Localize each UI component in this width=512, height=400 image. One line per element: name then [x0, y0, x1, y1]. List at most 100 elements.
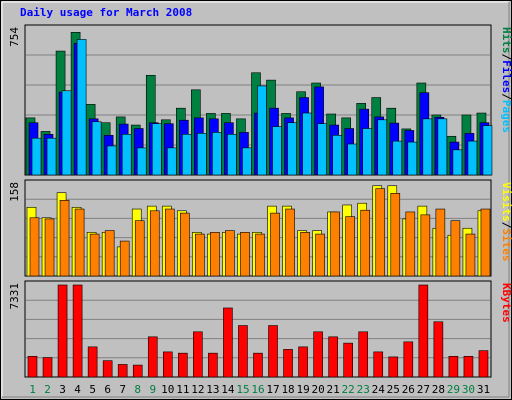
bar-pages-day-4	[76, 39, 87, 176]
bar-sites-day-6	[104, 230, 115, 277]
bar-pages-day-1	[31, 137, 42, 176]
x-tick-label-5: 5	[89, 383, 96, 396]
bar-pages-day-29	[452, 149, 463, 176]
x-tick-label-29: 29	[447, 383, 460, 396]
bar-kbytes-day-31	[478, 350, 489, 378]
bar-kbytes-day-3	[57, 284, 68, 378]
bar-kbytes-day-5	[87, 346, 98, 378]
bar-sites-day-10	[164, 208, 175, 277]
bar-kbytes-day-17	[268, 325, 278, 378]
x-tick-label-15: 15	[236, 383, 249, 396]
bar-pages-day-24	[377, 119, 388, 176]
x-tick-label-16: 16	[251, 383, 264, 396]
x-tick-label-17: 17	[266, 383, 279, 396]
x-tick-label-7: 7	[119, 383, 126, 396]
bar-sites-day-31	[480, 208, 491, 277]
x-tick-label-20: 20	[312, 383, 325, 396]
legend-hits: Hits	[500, 27, 512, 54]
panel-visits-max-label: 158	[8, 182, 21, 202]
panel-hits-max-label: 754	[8, 27, 21, 47]
bar-pages-day-26	[407, 141, 418, 176]
bar-sites-day-30	[465, 233, 476, 277]
bar-pages-day-9	[151, 123, 162, 176]
bar-sites-day-28	[435, 208, 446, 277]
bar-kbytes-day-12	[193, 331, 203, 378]
bar-pages-day-31	[482, 125, 493, 176]
x-tick-label-14: 14	[221, 383, 235, 396]
bar-kbytes-day-9	[147, 336, 158, 378]
bar-sites-day-25	[390, 193, 401, 277]
bar-sites-day-18	[285, 208, 295, 277]
bar-sites-day-12	[195, 233, 205, 277]
x-tick-label-26: 26	[402, 383, 415, 396]
bar-pages-day-20	[317, 123, 327, 176]
panel-kbytes: 7331 KBytes	[8, 280, 512, 378]
x-tick-label-31: 31	[477, 383, 490, 396]
bar-kbytes-day-6	[102, 360, 113, 378]
bar-kbytes-day-10	[162, 351, 173, 378]
legend-pages: Pages	[500, 100, 512, 133]
legend-kbytes: KBytes	[500, 283, 512, 323]
bar-sites-day-3	[59, 200, 70, 277]
x-tick-label-28: 28	[432, 383, 445, 396]
bar-sites-day-19	[300, 232, 310, 277]
legend-separator: /	[500, 93, 512, 100]
bar-pages-day-25	[392, 140, 403, 176]
bar-kbytes-day-4	[72, 284, 83, 378]
panel-visits: 158 Visits/Sites	[8, 179, 512, 277]
x-tick-label-2: 2	[44, 383, 51, 396]
bar-kbytes-day-21	[328, 336, 338, 378]
bar-sites-day-17	[270, 212, 280, 277]
bar-kbytes-day-18	[283, 349, 293, 378]
panel-kbytes-max-label: 7331	[8, 283, 21, 310]
bar-kbytes-day-11	[178, 352, 188, 378]
bar-kbytes-day-2	[42, 357, 53, 378]
bar-kbytes-day-15	[238, 325, 248, 378]
bar-pages-day-17	[272, 126, 282, 176]
x-tick-label-24: 24	[372, 383, 386, 396]
bar-sites-day-20	[315, 233, 325, 277]
bar-kbytes-day-24	[373, 351, 384, 378]
bar-kbytes-day-23	[358, 331, 369, 378]
bar-sites-day-13	[210, 232, 220, 277]
x-tick-label-11: 11	[176, 383, 189, 396]
bar-kbytes-day-1	[27, 355, 38, 378]
x-tick-label-3: 3	[59, 383, 66, 396]
bar-pages-day-14	[227, 134, 237, 176]
bar-pages-day-28	[437, 118, 448, 176]
bar-pages-day-23	[362, 128, 373, 176]
bar-pages-day-19	[302, 112, 312, 176]
x-tick-label-19: 19	[296, 383, 309, 396]
bar-kbytes-day-7	[117, 364, 128, 378]
bar-sites-day-22	[345, 216, 355, 277]
bar-pages-day-10	[166, 147, 177, 176]
bar-sites-day-7	[119, 240, 130, 277]
bar-pages-day-30	[467, 140, 478, 176]
bar-pages-day-6	[106, 145, 117, 176]
bar-sites-day-1	[29, 217, 40, 277]
bar-pages-day-27	[422, 118, 433, 176]
bar-pages-day-8	[136, 147, 147, 176]
bar-kbytes-day-8	[132, 364, 143, 378]
bar-pages-day-11	[182, 134, 192, 176]
bar-sites-day-26	[405, 211, 416, 277]
x-tick-label-12: 12	[191, 383, 204, 396]
x-tick-label-8: 8	[134, 383, 141, 396]
bar-sites-day-8	[134, 220, 145, 277]
bar-sites-day-14	[225, 230, 235, 277]
bar-sites-day-24	[375, 188, 386, 277]
panel-hits-legend: Hits/Files/Pages	[500, 27, 512, 133]
x-tick-label-21: 21	[327, 383, 340, 396]
x-tick-label-30: 30	[462, 383, 475, 396]
legend-files: Files	[500, 60, 512, 93]
bar-pages-day-21	[332, 135, 342, 176]
bar-pages-day-22	[347, 143, 357, 176]
bar-kbytes-day-29	[448, 355, 459, 378]
bar-pages-day-13	[212, 132, 222, 176]
bar-kbytes-day-26	[403, 341, 414, 378]
bar-sites-day-16	[255, 233, 265, 277]
x-tick-label-23: 23	[357, 383, 370, 396]
bar-kbytes-day-30	[463, 355, 474, 378]
bar-kbytes-day-22	[343, 342, 353, 378]
bar-sites-day-23	[360, 209, 371, 277]
